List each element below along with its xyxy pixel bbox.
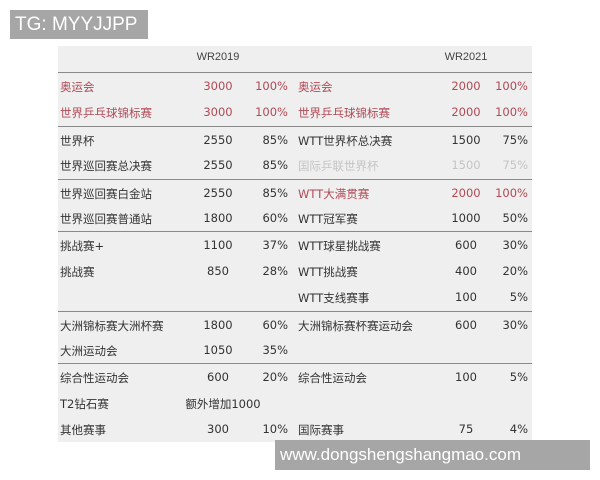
cell-n2: 综合性运动会 bbox=[298, 371, 367, 386]
cell-n2: WTT球星挑战赛 bbox=[298, 239, 381, 254]
table-row: 挑战赛+ 1100 37% WTT球星挑战赛 600 30% bbox=[58, 231, 532, 258]
table-row: T2钻石赛 额外增加1000 bbox=[58, 390, 532, 416]
cell-p2: 50% bbox=[502, 211, 528, 225]
cell-v1: 2550 bbox=[203, 185, 233, 200]
cell-v2: 600 bbox=[455, 238, 477, 253]
cell-v2: 400 bbox=[455, 263, 477, 278]
cell-p1: 35% bbox=[262, 343, 288, 357]
cell-v1: 2550 bbox=[203, 158, 233, 173]
cell-v2: 2000 bbox=[451, 185, 481, 200]
cell-n1: 奥运会 bbox=[60, 80, 95, 94]
cell-p1: 100% bbox=[255, 79, 288, 93]
cell-n2: 大洲锦标赛杯赛运动会 bbox=[298, 318, 413, 333]
cell-n2: 国际赛事 bbox=[298, 423, 344, 438]
header-wr2021: WR2021 bbox=[444, 51, 488, 63]
table-header: WR2019 WR2021 bbox=[58, 46, 532, 73]
cell-p1: 28% bbox=[262, 263, 288, 278]
cell-n2: WTT支线赛事 bbox=[298, 291, 370, 306]
cell-p1: 60% bbox=[262, 317, 288, 332]
cell-p1: 85% bbox=[262, 132, 288, 147]
cell-p2: 100% bbox=[495, 79, 528, 93]
table-row: 综合性运动会 600 20% 综合性运动会 100 5% bbox=[58, 363, 532, 390]
cell-v1: 300 bbox=[207, 422, 229, 437]
table-row: 世界巡回赛白金站 2550 85% WTT大满贯赛 2000 100% bbox=[58, 178, 532, 206]
cell-n1: 综合性运动会 bbox=[60, 371, 129, 386]
cell-p1: 85% bbox=[262, 185, 288, 200]
cell-n2: WTT世界杯总决赛 bbox=[298, 133, 393, 148]
cell-p2: 30% bbox=[502, 238, 528, 253]
cell-p1: 85% bbox=[262, 158, 288, 173]
cell-n1: 挑战赛 bbox=[60, 264, 95, 279]
cell-n1: T2钻石赛 bbox=[60, 396, 109, 411]
table-row: 世界乒乓球锦标赛 3000 100% 世界乒乓球锦标赛 2000 100% bbox=[58, 99, 532, 125]
cell-p1: 20% bbox=[262, 370, 288, 385]
cell-v2: 2000 bbox=[451, 79, 481, 93]
cell-p2: 100% bbox=[495, 105, 528, 120]
cell-v1: 1050 bbox=[203, 343, 233, 357]
cell-v2: 600 bbox=[455, 317, 477, 332]
cell-v1: 600 bbox=[207, 370, 229, 385]
cell-v2: 1500 bbox=[451, 158, 481, 173]
ranking-points-table: WR2019 WR2021 奥运会 3000 100% 奥运会 2000 100% 世界乒乓… bbox=[58, 46, 532, 442]
cell-p2: 75% bbox=[502, 158, 528, 173]
table-row: 挑战赛 850 28% WTT挑战赛 400 20% bbox=[58, 258, 532, 284]
table-row: 世界杯 2550 85% WTT世界杯总决赛 1500 75% bbox=[58, 125, 532, 153]
cell-p2: 4% bbox=[509, 422, 528, 437]
cell-v2: 100 bbox=[455, 370, 477, 385]
cell-n1: 世界乒乓球锦标赛 bbox=[60, 106, 152, 121]
cell-n2: 奥运会 bbox=[298, 80, 333, 94]
cell-p2: 75% bbox=[502, 132, 528, 147]
cell-v1: 1100 bbox=[203, 238, 233, 253]
table-row: 世界巡回赛总决赛 2550 85% 国际乒联世界杯 1500 75% bbox=[58, 152, 532, 178]
cell-n1: 挑战赛+ bbox=[60, 239, 105, 254]
table-row: WTT支线赛事 100 5% bbox=[58, 284, 532, 310]
cell-v2: 2000 bbox=[451, 105, 481, 120]
cell-v2: 100 bbox=[455, 290, 477, 305]
cell-p1: 60% bbox=[262, 211, 288, 225]
cell-p1: 100% bbox=[255, 105, 288, 120]
table-row: 其他赛事 300 10% 国际赛事 75 4% bbox=[58, 416, 532, 442]
cell-p2: 5% bbox=[509, 290, 528, 305]
cell-n2: 世界乒乓球锦标赛 bbox=[298, 106, 390, 121]
table-row: 世界巡回赛普通站 1800 60% WTT冠军赛 1000 50% bbox=[58, 205, 532, 231]
cell-p2: 100% bbox=[495, 185, 528, 200]
cell-n1: 大洲锦标赛大洲杯赛 bbox=[60, 318, 164, 333]
cell-p2: 5% bbox=[509, 370, 528, 385]
watermark-top: TG: MYYJJPP bbox=[10, 10, 148, 39]
header-wr2019: WR2019 bbox=[196, 51, 240, 63]
cell-p2: 30% bbox=[502, 317, 528, 332]
cell-p1: 37% bbox=[262, 238, 288, 253]
cell-v2: 75 bbox=[458, 422, 474, 437]
cell-n1: 世界杯 bbox=[60, 133, 95, 148]
cell-p1: 10% bbox=[262, 422, 288, 437]
cell-v1: 额外增加1000 bbox=[185, 396, 261, 411]
cell-v1: 2550 bbox=[203, 132, 233, 147]
cell-n1: 世界巡回赛总决赛 bbox=[60, 159, 152, 174]
cell-n2: WTT大满贯赛 bbox=[298, 186, 370, 201]
cell-n1: 其他赛事 bbox=[60, 423, 106, 438]
cell-v2: 1500 bbox=[451, 132, 481, 147]
cell-v1: 3000 bbox=[203, 105, 233, 120]
watermark-bottom: www.dongshengshangmao.com bbox=[275, 440, 590, 470]
cell-v1: 1800 bbox=[203, 317, 233, 332]
table-row: 大洲锦标赛大洲杯赛 1800 60% 大洲锦标赛杯赛运动会 600 30% bbox=[58, 310, 532, 338]
cell-n2: WTT冠军赛 bbox=[298, 212, 358, 226]
cell-v1: 3000 bbox=[203, 79, 233, 93]
cell-n2: WTT挑战赛 bbox=[298, 264, 358, 279]
table-row: 奥运会 3000 100% 奥运会 2000 100% bbox=[58, 73, 532, 99]
cell-n1: 大洲运动会 bbox=[60, 344, 118, 358]
cell-v1: 1800 bbox=[203, 211, 233, 225]
cell-v1: 850 bbox=[207, 263, 229, 278]
table-row: 大洲运动会 1050 35% bbox=[58, 337, 532, 363]
cell-n2: 国际乒联世界杯 bbox=[298, 159, 379, 174]
cell-n1: 世界巡回赛白金站 bbox=[60, 186, 152, 201]
cell-v2: 1000 bbox=[451, 211, 481, 225]
cell-p2: 20% bbox=[502, 263, 528, 278]
cell-n1: 世界巡回赛普通站 bbox=[60, 212, 152, 226]
